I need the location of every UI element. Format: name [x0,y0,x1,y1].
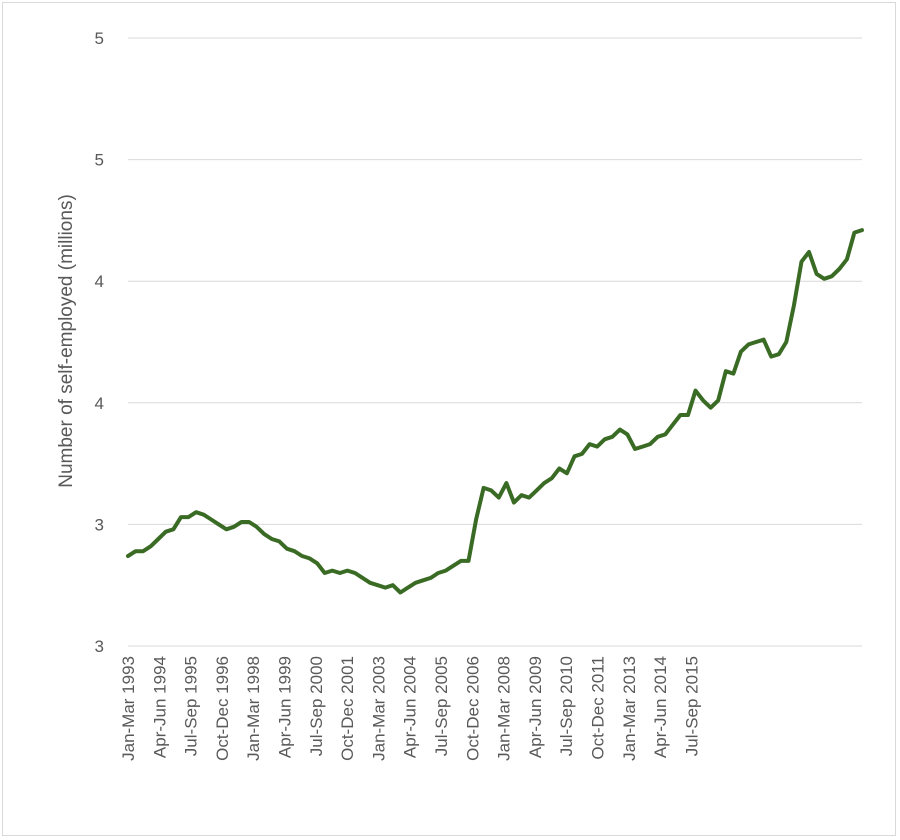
y-tick-label: 3 [95,637,104,656]
x-tick-label: Jul-Sep 2010 [557,656,576,756]
x-tick-label: Apr-Jun 1994 [150,656,169,758]
y-tick-label: 4 [95,272,104,291]
x-tick-label: Oct-Dec 2006 [463,656,482,761]
x-tick-label: Jan-Mar 2003 [369,656,388,761]
series-line [126,228,864,595]
x-tick-label: Apr-Jun 2014 [651,656,670,758]
y-tick-label: 4 [95,394,104,413]
y-tick-label: 5 [95,29,104,48]
x-tick-label: Jan-Mar 2013 [620,656,639,761]
x-tick-label: Jan-Mar 1998 [244,656,263,761]
x-tick-label: Apr-Jun 1999 [276,656,295,758]
x-tick-label: Jan-Mar 2008 [495,656,514,761]
y-axis-ticks: 3 3 4 4 5 5 [95,29,104,656]
x-tick-label: Jul-Sep 2015 [682,656,701,756]
x-tick-label: Apr-Jun 2009 [526,656,545,758]
x-axis-ticks: Jan-Mar 1993 Apr-Jun 1994 Jul-Sep 1995 Oct-… [119,656,701,761]
x-tick-label: Jan-Mar 1993 [119,656,138,761]
x-tick-label: Jul-Sep 1995 [182,656,201,756]
x-tick-label: Apr-Jun 2004 [401,656,420,758]
y-axis-label: Number of self-employed (millions) [56,194,77,488]
x-tick-label: Oct-Dec 2001 [338,656,357,761]
y-tick-label: 5 [95,151,104,170]
x-tick-label: Jul-Sep 2005 [432,656,451,756]
x-tick-label: Oct-Dec 1996 [213,656,232,761]
x-tick-label: Oct-Dec 2011 [589,656,608,760]
y-tick-label: 3 [95,515,104,534]
x-tick-label: Jul-Sep 2000 [307,656,326,756]
